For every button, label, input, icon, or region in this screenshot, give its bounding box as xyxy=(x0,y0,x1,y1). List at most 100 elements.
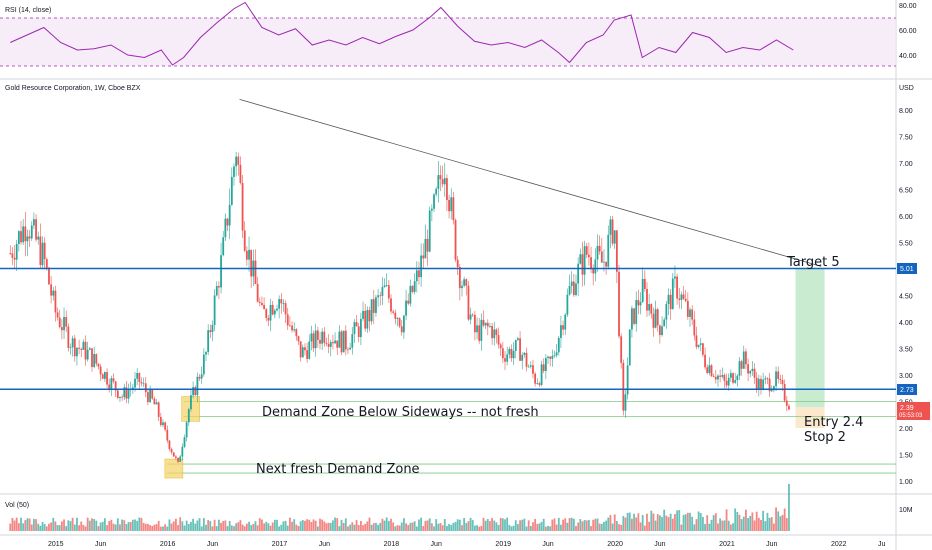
volume-bar xyxy=(405,523,407,531)
candle-body xyxy=(50,284,53,296)
candle-body xyxy=(772,386,775,391)
candle-body xyxy=(24,226,27,242)
candle-body xyxy=(562,325,564,330)
volume-bar xyxy=(276,519,278,531)
volume-bar xyxy=(116,518,119,531)
candle-body xyxy=(351,334,354,348)
candle-body xyxy=(762,379,765,390)
volume-bar xyxy=(566,522,569,531)
candle-body xyxy=(131,387,134,389)
volume-bar xyxy=(650,510,653,531)
candle-body xyxy=(9,253,12,254)
volume-bar xyxy=(286,525,289,531)
candle-body xyxy=(486,322,489,327)
volume-bar xyxy=(179,517,182,531)
candle-body xyxy=(473,315,476,333)
volume-bar xyxy=(241,524,244,531)
candle-body xyxy=(476,325,478,333)
volume-bar xyxy=(263,523,265,531)
candle-body xyxy=(489,325,491,327)
rsi-tick-label: 60.00 xyxy=(899,28,917,35)
candle-body xyxy=(140,382,143,384)
volume-bar xyxy=(529,525,532,531)
volume-bar xyxy=(536,523,539,531)
candle-body xyxy=(17,231,20,245)
volume-bar xyxy=(400,522,403,531)
entry-zone xyxy=(795,407,825,428)
candle-body xyxy=(241,182,244,231)
trendline[interactable] xyxy=(239,99,822,267)
candle-body xyxy=(157,402,160,417)
candle-body xyxy=(465,279,468,286)
volume-bar xyxy=(486,518,489,531)
candle-body xyxy=(555,352,558,356)
candle-body xyxy=(276,308,278,311)
volume-bar xyxy=(198,518,201,531)
volume-bar xyxy=(177,525,179,531)
candle-body xyxy=(116,390,119,398)
last-price-text: 2.39 xyxy=(900,405,914,412)
target-annotation: Target 5 xyxy=(786,255,840,270)
volume-bar xyxy=(564,518,567,531)
volume-bar xyxy=(301,520,304,531)
volume-bar xyxy=(243,526,246,531)
candle-body xyxy=(547,356,549,359)
candle-body xyxy=(594,259,597,274)
candle-body xyxy=(583,246,586,275)
candle-body xyxy=(551,355,554,359)
volume-bar xyxy=(577,522,580,531)
volume-bar xyxy=(147,523,149,531)
candle-body xyxy=(663,319,666,327)
candle-body xyxy=(699,343,702,345)
volume-bar xyxy=(91,518,93,531)
candle-body xyxy=(428,210,431,252)
volume-bar xyxy=(484,520,487,531)
candle-body xyxy=(177,457,179,462)
rsi-series-line xyxy=(10,1,794,66)
x-tick-label: Jun xyxy=(654,541,665,548)
volume-bar xyxy=(185,520,188,531)
candle-body xyxy=(43,242,46,260)
volume-bar xyxy=(465,523,468,531)
candle-body xyxy=(183,437,186,447)
candle-body xyxy=(723,374,726,381)
candle-body xyxy=(347,349,349,351)
x-tick-label: Jun xyxy=(207,541,218,548)
volume-bar xyxy=(747,518,749,531)
volume-bar xyxy=(768,517,771,531)
candle-body xyxy=(702,343,704,355)
candle-body xyxy=(643,278,646,289)
candle-body xyxy=(536,383,539,385)
volume-bar xyxy=(628,512,631,531)
candle-body xyxy=(409,285,412,304)
candle-body xyxy=(340,331,343,353)
volume-bar xyxy=(680,524,683,531)
candle-body xyxy=(33,219,35,226)
demand-zone-label-1: Demand Zone Below Sideways -- not fresh xyxy=(262,405,539,420)
volume-bar xyxy=(682,514,685,531)
x-tick-label: Jun xyxy=(542,541,553,548)
volume-bar xyxy=(239,520,242,531)
volume-bar xyxy=(684,514,687,531)
candle-body xyxy=(60,327,63,331)
candle-body xyxy=(540,364,543,385)
candle-body xyxy=(289,325,291,327)
volume-bar xyxy=(162,526,164,531)
candle-body xyxy=(458,267,461,289)
price-tick-label: 6.00 xyxy=(899,214,913,221)
candle-body xyxy=(56,312,59,318)
volume-bar xyxy=(721,520,724,531)
candle-body xyxy=(652,313,655,328)
volume-bar xyxy=(222,520,225,531)
candle-body xyxy=(749,370,752,374)
candle-body xyxy=(441,179,444,185)
x-tick-label: 2020 xyxy=(607,541,623,548)
volume-bar xyxy=(11,517,14,531)
rsi-band xyxy=(0,18,896,66)
volume-bar xyxy=(719,518,722,531)
volume-bar xyxy=(551,519,554,531)
volume-bar xyxy=(26,518,29,531)
volume-bar xyxy=(753,520,756,531)
candle-body xyxy=(572,281,575,296)
